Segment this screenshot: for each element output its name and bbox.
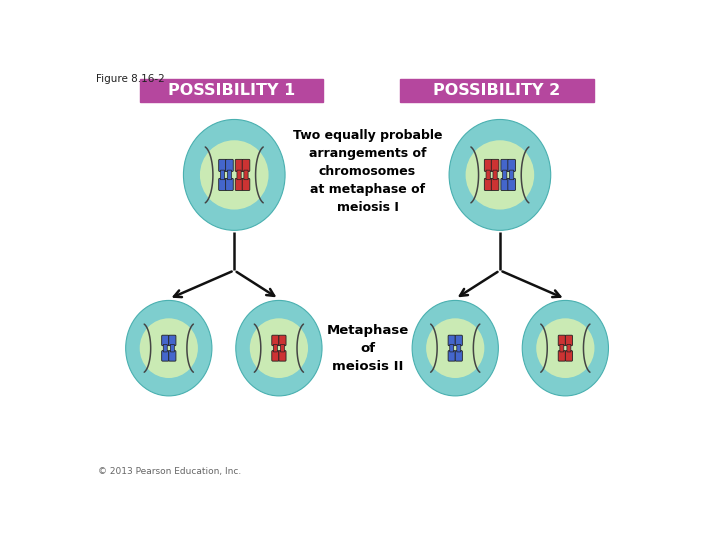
FancyBboxPatch shape [225,178,233,191]
FancyBboxPatch shape [162,335,168,346]
FancyBboxPatch shape [485,178,492,191]
FancyBboxPatch shape [558,335,565,346]
FancyBboxPatch shape [501,178,508,191]
FancyBboxPatch shape [491,178,499,191]
FancyBboxPatch shape [242,159,250,171]
FancyBboxPatch shape [171,345,174,352]
FancyBboxPatch shape [486,170,490,180]
FancyBboxPatch shape [237,170,241,180]
FancyBboxPatch shape [491,159,499,171]
FancyBboxPatch shape [455,350,462,361]
FancyBboxPatch shape [508,178,516,191]
FancyBboxPatch shape [450,345,454,352]
FancyBboxPatch shape [168,350,176,361]
FancyBboxPatch shape [219,159,226,171]
FancyBboxPatch shape [565,335,572,346]
Text: POSSIBILITY 2: POSSIBILITY 2 [433,83,560,98]
FancyBboxPatch shape [510,170,514,180]
FancyBboxPatch shape [271,350,279,361]
Bar [140,79,323,102]
FancyBboxPatch shape [244,170,248,180]
Ellipse shape [536,318,595,378]
Text: Metaphase
of
meiosis II: Metaphase of meiosis II [326,323,408,373]
FancyBboxPatch shape [448,350,455,361]
Ellipse shape [412,300,498,396]
FancyBboxPatch shape [567,345,571,352]
FancyBboxPatch shape [455,335,462,346]
Ellipse shape [235,300,322,396]
FancyBboxPatch shape [503,170,507,180]
Ellipse shape [466,140,534,210]
FancyBboxPatch shape [456,345,461,352]
FancyBboxPatch shape [279,350,286,361]
Ellipse shape [426,318,485,378]
FancyBboxPatch shape [168,335,176,346]
Ellipse shape [140,318,198,378]
FancyBboxPatch shape [219,178,226,191]
FancyBboxPatch shape [274,345,277,352]
FancyBboxPatch shape [225,159,233,171]
Ellipse shape [522,300,608,396]
FancyBboxPatch shape [485,159,492,171]
FancyBboxPatch shape [560,345,564,352]
FancyBboxPatch shape [228,170,232,180]
Ellipse shape [449,119,551,231]
Ellipse shape [126,300,212,396]
Ellipse shape [250,318,308,378]
FancyBboxPatch shape [565,350,572,361]
Bar [400,79,594,102]
Text: Figure 8.16-2: Figure 8.16-2 [96,74,164,84]
Text: © 2013 Pearson Education, Inc.: © 2013 Pearson Education, Inc. [98,467,241,476]
FancyBboxPatch shape [281,345,284,352]
FancyBboxPatch shape [220,170,225,180]
FancyBboxPatch shape [235,159,243,171]
Text: Two equally probable
arrangements of
chromosomes
at metaphase of
meiosis I: Two equally probable arrangements of chr… [293,129,442,213]
Ellipse shape [200,140,269,210]
Ellipse shape [184,119,285,231]
FancyBboxPatch shape [242,178,250,191]
FancyBboxPatch shape [493,170,498,180]
Text: POSSIBILITY 1: POSSIBILITY 1 [168,83,294,98]
FancyBboxPatch shape [163,345,167,352]
FancyBboxPatch shape [162,350,168,361]
FancyBboxPatch shape [508,159,516,171]
FancyBboxPatch shape [558,350,565,361]
FancyBboxPatch shape [279,335,286,346]
FancyBboxPatch shape [448,335,455,346]
FancyBboxPatch shape [501,159,508,171]
FancyBboxPatch shape [271,335,279,346]
FancyBboxPatch shape [235,178,243,191]
